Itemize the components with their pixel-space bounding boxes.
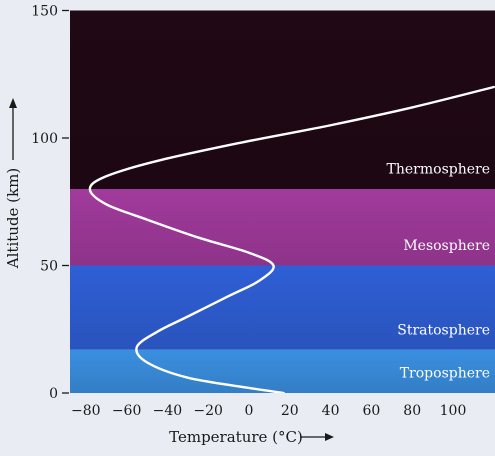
x-axis-title: Temperature (°C) xyxy=(169,428,303,446)
y-axis-title-group: Altitude (km) xyxy=(4,98,22,269)
x-tick-label: −60 xyxy=(112,403,142,419)
layer-band-shade-stratosphere xyxy=(70,265,495,350)
y-tick-label: 50 xyxy=(40,259,58,275)
y-tick-label: 0 xyxy=(49,386,58,402)
layer-label-mesosphere: Mesosphere xyxy=(403,238,490,254)
x-axis-arrow-icon xyxy=(300,433,334,441)
temperature-curve-0 xyxy=(88,85,495,393)
y-axis-arrow-icon xyxy=(9,98,17,160)
x-axis-ticks: −80 −60 −40 −20 0 20 40 60 80 100 xyxy=(71,403,466,419)
y-axis-ticks: 0 50 100 150 xyxy=(31,4,69,402)
temperature-curve-group xyxy=(88,85,495,393)
x-tick-label: −40 xyxy=(153,403,183,419)
x-tick-label: 0 xyxy=(245,403,254,419)
layer-label-troposphere: Troposphere xyxy=(400,366,490,382)
x-tick-label: 100 xyxy=(440,403,467,419)
layer-band-shade-thermosphere xyxy=(70,10,495,189)
y-tick-label: 100 xyxy=(31,131,58,147)
y-tick-label: 150 xyxy=(31,4,58,20)
layer-label-thermosphere: Thermosphere xyxy=(387,162,490,178)
layer-labels: Troposphere Stratosphere Mesosphere Thermos… xyxy=(387,162,490,382)
layer-band-shade-mesosphere xyxy=(70,189,495,266)
x-axis-title-group: Temperature (°C) xyxy=(169,428,334,446)
layer-label-stratosphere: Stratosphere xyxy=(397,322,490,338)
x-tick-label: −80 xyxy=(71,403,101,419)
x-tick-label: −20 xyxy=(193,403,223,419)
atmosphere-layers xyxy=(70,10,495,393)
x-tick-label: 60 xyxy=(362,403,380,419)
x-tick-label: 80 xyxy=(403,403,421,419)
x-tick-label: 40 xyxy=(322,403,340,419)
x-tick-label: 20 xyxy=(281,403,299,419)
y-axis-title: Altitude (km) xyxy=(4,168,22,269)
